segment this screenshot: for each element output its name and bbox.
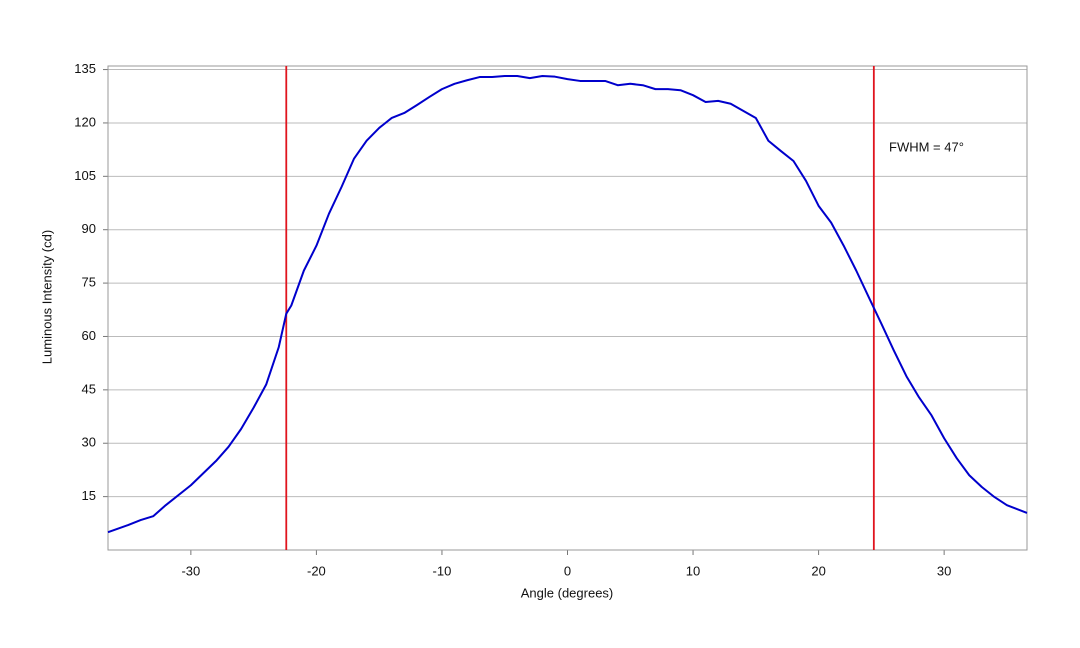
x-tick-label: 20 <box>811 563 825 578</box>
annotation: FWHM = 47° <box>889 139 964 154</box>
data-line <box>107 74 1028 534</box>
y-tick-label: 75 <box>82 275 96 290</box>
x-tick-label: 0 <box>564 563 571 578</box>
y-tick-label: 120 <box>74 114 96 129</box>
x-tick-label: -30 <box>181 563 200 578</box>
y-tick-label: 90 <box>82 221 96 236</box>
x-axis-label: Angle (degrees) <box>521 585 614 600</box>
y-tick-label: 15 <box>82 488 96 503</box>
y-axis-label: Luminous Intensity (cd) <box>39 230 54 364</box>
x-tick-label: -10 <box>433 563 452 578</box>
y-tick-label: 135 <box>74 61 96 76</box>
plot-border <box>107 65 1028 551</box>
y-tick-label: 45 <box>82 381 96 396</box>
x-tick-label: 30 <box>937 563 951 578</box>
y-tick-label: 105 <box>74 168 96 183</box>
y-tick-label: 60 <box>82 328 96 343</box>
x-tick-label: -20 <box>307 563 326 578</box>
y-tick-label: 30 <box>82 435 96 450</box>
x-tick-label: 10 <box>686 563 700 578</box>
